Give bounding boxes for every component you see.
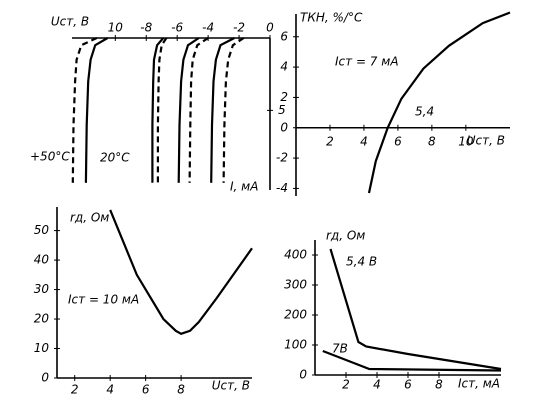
x-axis-label: Uст, В — [212, 379, 250, 393]
curve — [109, 209, 253, 335]
annotation: +50°С — [30, 150, 70, 164]
y-tick-label: -2 — [276, 151, 288, 165]
y-tick-label: 300 — [284, 278, 307, 292]
x-tick-label: -6 — [171, 21, 183, 35]
y-tick-label: 50 — [34, 223, 50, 237]
y-tick-label: -4 — [276, 181, 288, 195]
curve — [71, 37, 98, 183]
curve — [210, 37, 235, 183]
y-tick-label: 2 — [280, 90, 288, 104]
x-tick-label: 8 — [435, 378, 443, 392]
x-tick-label: 4 — [360, 134, 368, 148]
curve — [177, 37, 200, 183]
y-tick-label: 200 — [284, 308, 307, 322]
y-axis-label: rд, Ом — [70, 211, 109, 225]
x-axis-label: Uст, В — [467, 134, 505, 148]
y-tick-label: 5 — [278, 103, 286, 117]
x-tick-label: 6 — [394, 134, 402, 148]
curve — [322, 349, 502, 372]
y-tick-label: 100 — [284, 338, 307, 352]
annotation: Iст = 7 мА — [335, 55, 399, 69]
annotation: 7В — [332, 342, 348, 356]
x-tick-label: -2 — [233, 21, 245, 35]
x-tick-label: -4 — [202, 21, 214, 35]
x-tick-label: 8 — [428, 134, 436, 148]
x-tick-label: 6 — [142, 383, 150, 397]
x-axis-label: Uст, В — [51, 15, 89, 29]
x-tick-label: 2 — [342, 378, 350, 392]
curve — [151, 37, 165, 183]
curve — [329, 248, 502, 371]
y-tick-label: 30 — [34, 282, 50, 296]
x-tick-label: 6 — [404, 378, 412, 392]
annotation: 5,4 В — [346, 255, 377, 269]
y-tick-label: 0 — [280, 120, 288, 134]
y-tick-label: 10 — [34, 341, 50, 355]
curve — [84, 37, 109, 183]
x-tick-label: 8 — [177, 383, 185, 397]
x-tick-label: 10 — [108, 21, 124, 35]
curve — [188, 37, 209, 183]
x-tick-label: -8 — [140, 21, 152, 35]
y-axis-label: ТКН, %/°С — [300, 11, 363, 25]
y-tick-label: 0 — [299, 368, 307, 382]
y-tick-label: 6 — [280, 29, 288, 43]
y-tick-label: 400 — [284, 248, 307, 262]
x-tick-label: 10 — [458, 134, 474, 148]
annotation: 20°С — [100, 151, 130, 165]
x-tick-label: 4 — [373, 378, 381, 392]
x-tick-label: 4 — [106, 383, 114, 397]
annotation: Iст = 10 мА — [68, 293, 139, 307]
curve — [367, 11, 511, 194]
x-tick-label: 2 — [326, 134, 334, 148]
y-tick-label: 4 — [280, 60, 288, 74]
y-axis-label: I, мА — [230, 180, 258, 194]
x-tick-label: 2 — [71, 383, 79, 397]
y-tick-label: 40 — [34, 253, 50, 267]
y-tick-label: 0 — [41, 371, 49, 385]
annotation: 5,4 — [415, 105, 434, 119]
x-tick-label: 0 — [266, 21, 274, 35]
y-axis-label: rд, Ом — [326, 229, 365, 243]
curve — [156, 37, 168, 183]
x-axis-label: Iст, мА — [458, 377, 500, 391]
curve — [222, 37, 245, 183]
y-tick-label: 20 — [34, 312, 50, 326]
